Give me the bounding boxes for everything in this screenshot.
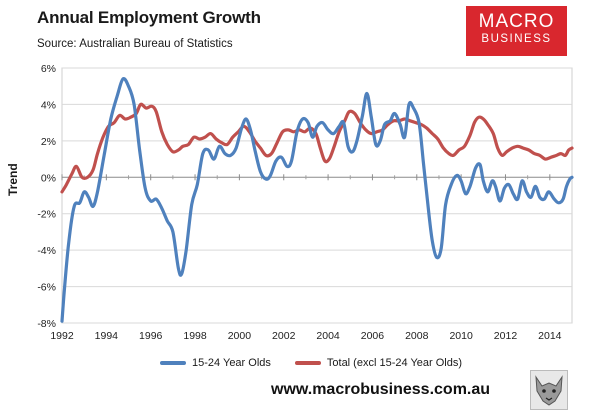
x-tick-label: 1998 [183,330,207,342]
chart-subtitle: Source: Australian Bureau of Statistics [37,38,233,50]
x-tick-label: 2012 [494,330,518,342]
x-tick-label: 1996 [139,330,163,342]
legend-swatch-youth [160,361,186,365]
series-line-total-excl-15-24 [60,102,574,194]
legend-label-youth: 15-24 Year Olds [192,357,271,369]
x-tick-label: 1994 [95,330,119,342]
y-tick-label: 0% [41,172,56,184]
legend-label-total: Total (excl 15-24 Year Olds) [326,357,463,369]
x-tick-label: 2008 [405,330,429,342]
chart-legend: 15-24 Year Olds Total (excl 15-24 Year O… [160,357,486,369]
legend-swatch-total [294,361,321,365]
y-tick-label: -4% [37,245,56,257]
x-tick-label: 2004 [316,330,340,342]
y-tick-label: 2% [41,136,56,148]
chart-title: Annual Employment Growth [37,8,261,27]
logo-line-1: MACRO [478,11,555,32]
wolf-icon [530,370,568,410]
y-tick-label: -6% [37,282,56,294]
x-tick-label: 2006 [361,330,385,342]
x-tick-label: 2014 [538,330,562,342]
series-line-15-24-year-olds [60,77,574,323]
legend-item-youth: 15-24 Year Olds [160,357,271,369]
y-tick-label: 4% [41,99,56,111]
x-tick-label: 2002 [272,330,296,342]
y-tick-label: -8% [37,318,56,330]
y-tick-label: 6% [41,63,56,75]
website-url: www.macrobusiness.com.au [271,381,491,398]
y-tick-label: -2% [37,209,56,221]
x-tick-label: 1992 [50,330,74,342]
legend-item-total: Total (excl 15-24 Year Olds) [294,357,463,369]
x-tick-label: 2010 [449,330,473,342]
x-tick-label: 2000 [228,330,252,342]
logo-line-2: BUSINESS [481,33,552,45]
macrobusiness-logo: MACRO BUSINESS [466,6,567,56]
